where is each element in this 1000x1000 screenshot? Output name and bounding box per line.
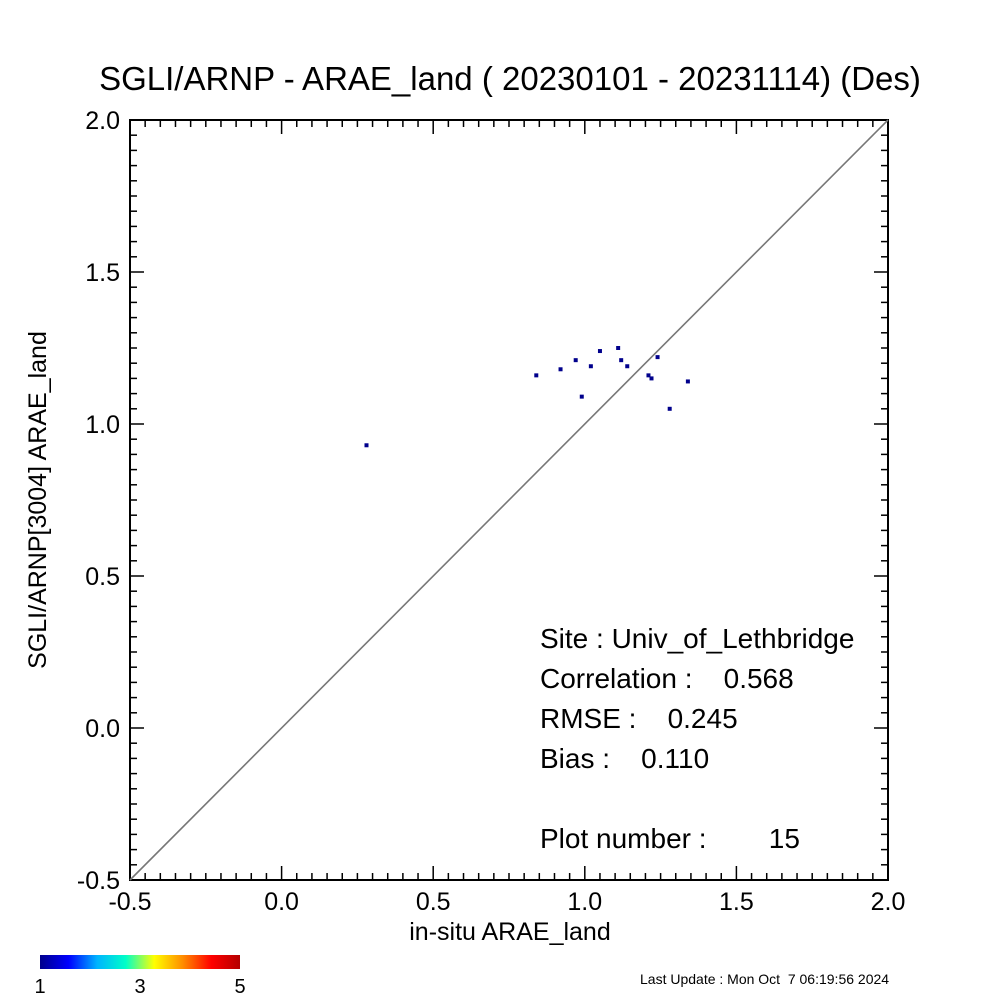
y-tick-label: 1.0	[85, 411, 120, 439]
scatter-point	[616, 346, 621, 350]
last-update-text: Last Update : Mon Oct 7 06:19:56 2024	[640, 971, 889, 987]
stat-bias: Bias : 0.110	[540, 743, 709, 774]
scatter-point	[646, 373, 651, 378]
scatter-point	[667, 406, 672, 411]
y-tick-label: -0.5	[77, 867, 120, 895]
stat-plot-number: Plot number : 15	[540, 823, 800, 854]
y-tick-label: 1.5	[85, 259, 120, 287]
scatter-point	[573, 358, 578, 363]
scatter-point	[588, 364, 593, 369]
colorbar-label-max: 5	[234, 976, 245, 998]
scatter-point	[619, 358, 624, 363]
scatter-point	[364, 443, 369, 448]
scatter-point	[534, 373, 539, 378]
y-tick-label: 2.0	[85, 107, 120, 135]
x-tick-label: 2.0	[871, 888, 906, 916]
plot-axes: -0.5 0.0 0.5 1.0 1.5 2.0 -0.5 0.0 0.5 1.0 1.5 2.0	[77, 107, 905, 916]
scatter-point	[685, 379, 690, 384]
y-tick-label: 0.5	[85, 563, 120, 591]
scatter-point	[558, 367, 563, 372]
x-tick-label: -0.5	[108, 888, 151, 916]
scatter-point	[655, 355, 660, 360]
stat-rmse: RMSE : 0.245	[540, 703, 738, 734]
x-axis-title: in-situ ARAE_land	[409, 918, 611, 946]
x-tick-label: 1.5	[719, 888, 754, 916]
colorbar-label-mid: 3	[134, 976, 145, 998]
chart-title: SGLI/ARNP - ARAE_land ( 20230101 - 20231…	[99, 60, 921, 97]
scatter-point	[625, 364, 630, 369]
stat-correlation: Correlation : 0.568	[540, 663, 794, 694]
scatter-point	[579, 394, 584, 399]
y-axis-title: SGLI/ARNP[3004] ARAE_land	[24, 331, 52, 669]
scatter-point	[649, 376, 654, 381]
colorbar: 1 3 5	[34, 955, 246, 998]
x-tick-label: 0.0	[264, 888, 299, 916]
y-tick-label: 0.0	[85, 715, 120, 743]
x-tick-label: 0.5	[416, 888, 451, 916]
stats-box: Site : Univ_of_Lethbridge Correlation : …	[540, 623, 854, 854]
x-tick-label: 1.0	[567, 888, 602, 916]
one-to-one-line	[129, 119, 889, 881]
colorbar-gradient	[40, 955, 240, 969]
stat-site: Site : Univ_of_Lethbridge	[540, 623, 854, 654]
scatter-point	[597, 349, 602, 354]
colorbar-label-min: 1	[34, 976, 45, 998]
